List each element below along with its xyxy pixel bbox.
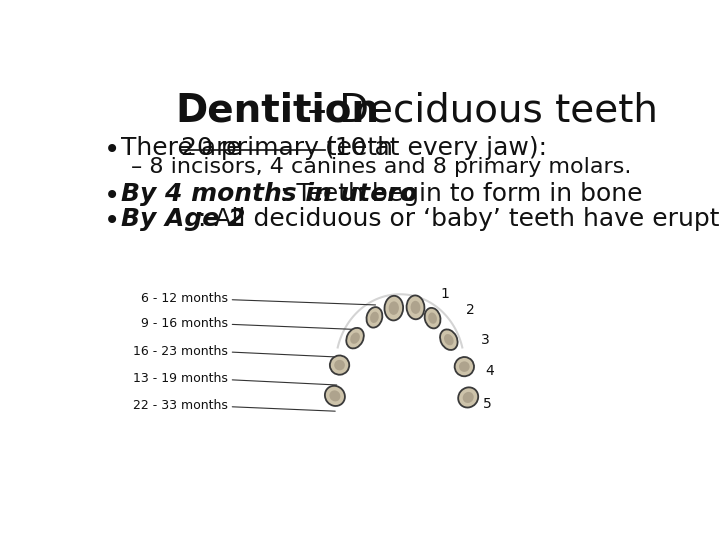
Ellipse shape: [350, 333, 360, 344]
Ellipse shape: [425, 308, 441, 328]
Text: 5: 5: [483, 396, 492, 410]
Text: (10 at every jaw):: (10 at every jaw):: [325, 136, 546, 160]
Ellipse shape: [410, 301, 420, 314]
Text: •: •: [104, 207, 120, 235]
Ellipse shape: [407, 295, 424, 319]
Text: – Deciduous teeth: – Deciduous teeth: [295, 92, 658, 130]
Ellipse shape: [428, 313, 437, 324]
Ellipse shape: [366, 307, 382, 328]
Ellipse shape: [334, 360, 345, 370]
Text: 1: 1: [441, 287, 449, 301]
Ellipse shape: [329, 390, 341, 401]
Text: By Age 2: By Age 2: [121, 207, 246, 231]
Text: : Teeth begin to form in bone: : Teeth begin to form in bone: [280, 182, 642, 206]
Text: 9 - 16 months: 9 - 16 months: [141, 317, 228, 330]
Text: 2: 2: [466, 302, 474, 316]
Text: •: •: [104, 136, 120, 164]
Ellipse shape: [458, 387, 478, 408]
Text: •: •: [104, 182, 120, 210]
Text: 6 - 12 months: 6 - 12 months: [141, 292, 228, 306]
Text: There are: There are: [121, 136, 249, 160]
Text: – 8 incisors, 4 canines and 8 primary molars.: – 8 incisors, 4 canines and 8 primary mo…: [131, 157, 631, 177]
Ellipse shape: [346, 328, 364, 348]
Ellipse shape: [440, 329, 458, 350]
Text: 13 - 19 months: 13 - 19 months: [133, 373, 228, 386]
Ellipse shape: [454, 357, 474, 376]
Text: 4: 4: [485, 364, 494, 378]
Text: By 4 months in utero: By 4 months in utero: [121, 182, 417, 206]
Ellipse shape: [325, 386, 345, 406]
Text: : All deciduous or ‘baby’ teeth have erupted: : All deciduous or ‘baby’ teeth have eru…: [199, 207, 720, 231]
Ellipse shape: [444, 334, 454, 346]
Text: Dentition: Dentition: [175, 92, 379, 130]
Ellipse shape: [370, 312, 379, 323]
Text: 22 - 33 months: 22 - 33 months: [133, 400, 228, 413]
Text: 20 primary teeth: 20 primary teeth: [181, 136, 402, 160]
Text: 3: 3: [482, 333, 490, 347]
Text: 16 - 23 months: 16 - 23 months: [133, 345, 228, 357]
Ellipse shape: [389, 301, 399, 315]
Ellipse shape: [463, 392, 474, 403]
Ellipse shape: [384, 296, 403, 320]
Ellipse shape: [459, 361, 469, 372]
Ellipse shape: [330, 355, 349, 375]
